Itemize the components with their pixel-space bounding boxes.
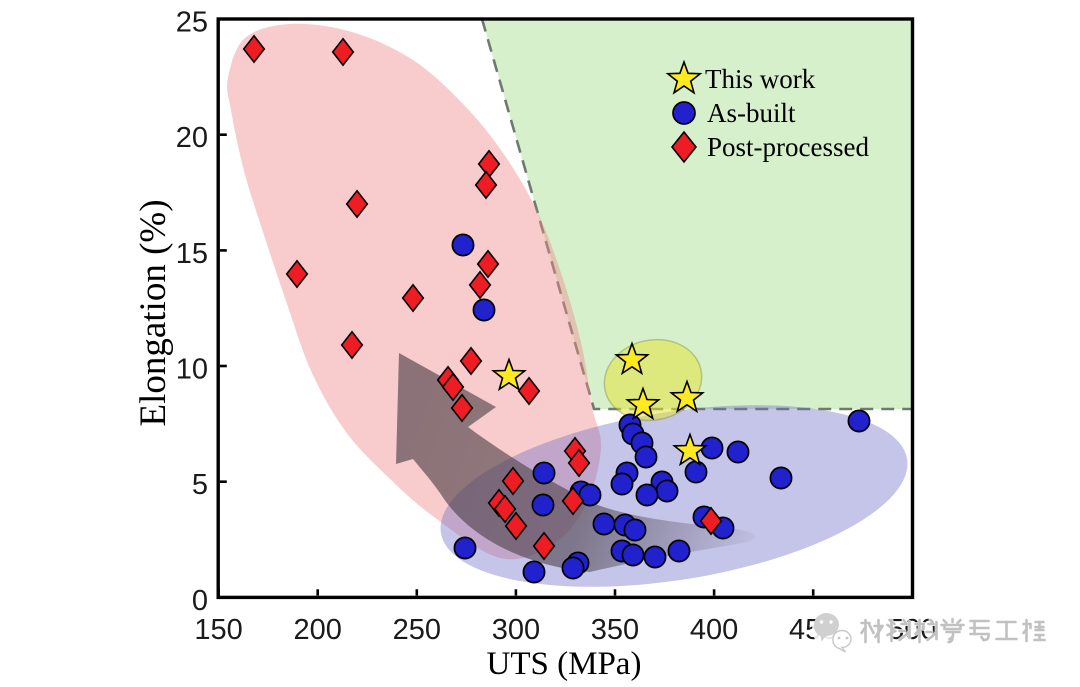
svg-text:400: 400 [690, 614, 738, 646]
svg-text:350: 350 [591, 614, 639, 646]
svg-text:20: 20 [176, 122, 208, 154]
svg-text:25: 25 [176, 7, 208, 39]
svg-text:Post-processed: Post-processed [707, 132, 869, 162]
svg-text:300: 300 [492, 614, 540, 646]
svg-text:This work: This work [705, 64, 816, 94]
svg-text:150: 150 [194, 614, 242, 646]
svg-text:5: 5 [192, 469, 208, 501]
svg-text:Elongation (%): Elongation (%) [133, 199, 174, 426]
svg-text:15: 15 [176, 238, 208, 270]
svg-text:10: 10 [176, 354, 208, 386]
svg-text:250: 250 [393, 614, 441, 646]
svg-text:200: 200 [294, 614, 342, 646]
svg-text:0: 0 [192, 585, 208, 617]
svg-text:As-built: As-built [707, 98, 796, 128]
svg-text:UTS (MPa): UTS (MPa) [487, 646, 642, 682]
